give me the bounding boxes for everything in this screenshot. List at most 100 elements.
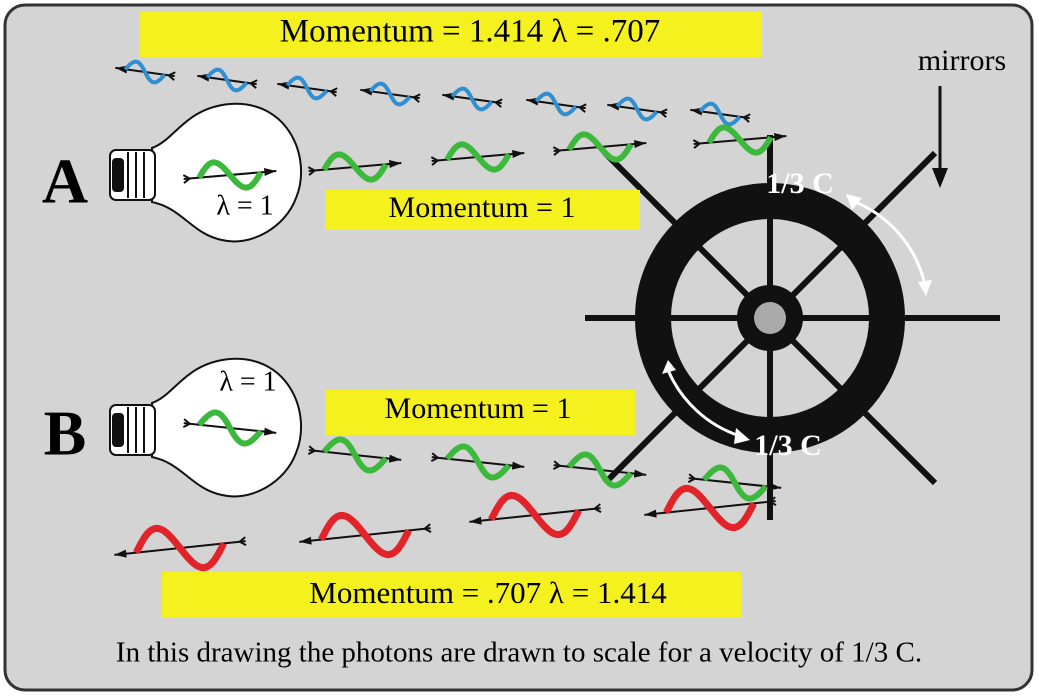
top-box-text: Momentum = 1.414 λ = .707 — [280, 14, 660, 50]
photon-wave — [444, 141, 512, 173]
arrowhead — [918, 280, 932, 296]
momentum-box — [325, 390, 635, 435]
arrowhead — [389, 160, 402, 168]
arrowhead — [263, 427, 277, 436]
bulb-threads — [127, 407, 145, 453]
caption: In this drawing the photons are drawn to… — [116, 637, 922, 669]
photon-wave — [450, 86, 494, 112]
arrow-tail — [422, 523, 432, 533]
arrow-tail — [767, 496, 777, 506]
photon-wave — [663, 484, 757, 532]
arrowhead — [634, 140, 647, 148]
arrowhead — [512, 150, 525, 158]
photon — [430, 443, 525, 481]
momentum-box — [325, 190, 640, 230]
mirror — [872, 420, 938, 486]
photon — [115, 59, 176, 85]
wavelength-label: λ = 1 — [219, 366, 276, 397]
photon — [182, 159, 277, 191]
photon-wave — [321, 436, 389, 474]
arrowhead — [774, 133, 787, 141]
arrow-tail — [307, 445, 317, 456]
photon — [197, 67, 258, 93]
momentum-text: Momentum = 1 — [389, 191, 576, 224]
arrowhead — [388, 454, 402, 463]
speed-label: 1/3 C — [766, 167, 834, 200]
arrow-tail — [328, 87, 338, 97]
mirror — [602, 150, 668, 216]
photon — [687, 464, 782, 502]
hub-center — [754, 302, 786, 334]
arrow-tail — [692, 139, 702, 149]
arrowhead — [511, 461, 525, 470]
arrowhead — [264, 168, 277, 176]
arrowhead — [662, 360, 676, 374]
photon-wave — [318, 511, 412, 559]
photon — [552, 451, 647, 489]
photon-wave — [615, 96, 659, 122]
photon-wave — [698, 101, 742, 127]
photon-wave — [534, 91, 578, 117]
photon — [360, 81, 421, 107]
photon-wave — [321, 151, 389, 183]
mirrors-label: mirrors — [918, 44, 1006, 77]
photon — [430, 141, 525, 173]
arrowhead — [644, 509, 657, 518]
mirror — [872, 150, 938, 216]
speed-label: 1/3 C — [754, 429, 822, 462]
bulb-contact — [112, 413, 124, 447]
arrow-tail — [687, 473, 697, 484]
photon — [607, 96, 668, 122]
photon — [307, 151, 402, 183]
rotation-arrow — [849, 198, 927, 286]
photon-wave — [566, 451, 634, 489]
photon-wave — [701, 464, 769, 502]
arrow-tail — [741, 113, 751, 123]
arrow-tail — [237, 536, 247, 546]
photon-wave — [368, 81, 412, 107]
arrow-tail — [166, 71, 176, 81]
arrow-tail — [248, 79, 258, 89]
photon — [644, 484, 777, 532]
letter-a: A — [42, 146, 88, 217]
bottom-box-text: Momentum = .707 λ = 1.414 — [309, 575, 667, 610]
photon — [526, 91, 587, 117]
bulb-threads — [127, 152, 145, 198]
photon-wave — [285, 75, 329, 101]
arrowhead — [114, 549, 127, 558]
photon — [277, 75, 338, 101]
photon-wave — [196, 409, 264, 447]
photon — [442, 86, 503, 112]
arrowhead — [633, 469, 647, 478]
rotation-arrow — [666, 369, 741, 438]
photon-wave — [488, 491, 582, 539]
arrow-tail — [552, 146, 562, 156]
arrow-tail — [577, 103, 587, 113]
mirrors-arrowhead — [932, 168, 948, 188]
photon-wave — [196, 159, 264, 191]
bottom-box — [162, 572, 742, 618]
photon-wave — [444, 443, 512, 481]
photon — [299, 511, 432, 559]
photon — [114, 524, 247, 572]
photon-wave — [123, 59, 167, 85]
photon — [552, 131, 647, 163]
arrow-tail — [658, 108, 668, 118]
top-box — [140, 12, 762, 57]
photon — [690, 101, 751, 127]
arrowhead — [768, 482, 782, 491]
photons — [114, 59, 787, 572]
letter-b: B — [44, 398, 87, 469]
bulb-contact — [112, 158, 124, 192]
arrowhead — [846, 194, 862, 210]
arrow-tail — [411, 93, 421, 103]
photon — [692, 124, 787, 156]
photon-wave — [133, 524, 227, 572]
momentum-text: Momentum = 1 — [385, 392, 572, 425]
arrow-tail — [182, 418, 192, 429]
arrowhead — [299, 536, 312, 545]
photon — [307, 436, 402, 474]
wheel-rim — [635, 183, 905, 453]
photon-wave — [706, 124, 774, 156]
